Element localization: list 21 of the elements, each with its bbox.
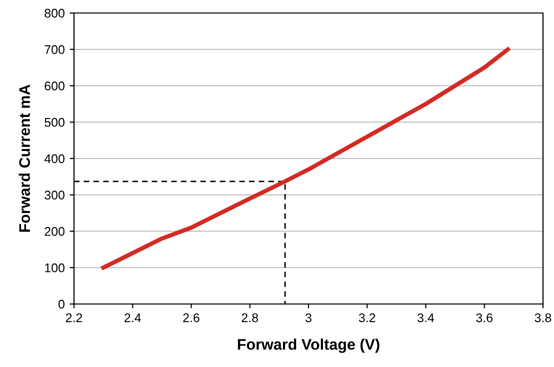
y-axis-title: Forward Current mA [18, 84, 30, 232]
y-tick-label: 700 [44, 45, 64, 54]
x-axis-title: Forward Voltage (V) [238, 338, 380, 353]
x-tick-label: 2.6 [183, 313, 200, 322]
x-tick-label: 3.6 [476, 313, 493, 322]
y-tick-label: 800 [44, 8, 64, 18]
x-tick-label: 3.2 [358, 313, 376, 322]
y-tick-label: 400 [44, 154, 64, 164]
y-tick-label: 600 [44, 82, 64, 90]
y-tick-label: 200 [44, 227, 64, 236]
x-tick-label: 2.8 [242, 313, 258, 322]
x-tick-label: 2.4 [124, 313, 141, 322]
x-tick-label: 2.2 [66, 313, 82, 322]
x-tick-label: 3.4 [418, 313, 434, 322]
line-series [101, 47, 510, 270]
y-tick-label: 300 [44, 190, 64, 200]
x-tick-label: 3.8 [534, 313, 552, 322]
y-tick-label: 500 [44, 118, 64, 127]
y-tick-label: 100 [45, 263, 64, 272]
x-tick-label: 3 [306, 313, 312, 322]
y-tick-label: 0 [58, 300, 64, 309]
